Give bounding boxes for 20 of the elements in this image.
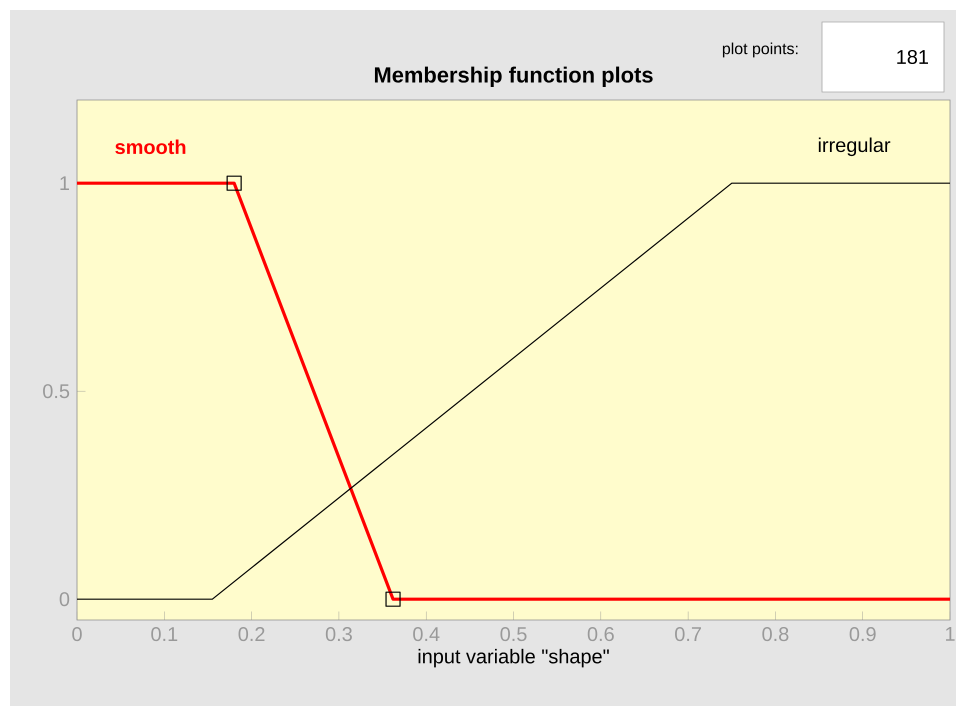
x-tick-label: 0.6	[588, 627, 614, 642]
x-tick-label: 0.9	[850, 627, 876, 642]
x-tick-label: 0.4	[413, 627, 440, 642]
x-tick-label: 0.1	[151, 627, 178, 642]
text: 181	[897, 50, 928, 64]
x-tick-label: 1	[946, 627, 955, 641]
y-tick-label: 1	[60, 176, 70, 190]
text: plot points:	[722, 42, 798, 58]
y-tick-label: 0.5	[43, 384, 70, 398]
series-label: irregular	[818, 138, 890, 156]
x-tick-label: 0.7	[675, 627, 701, 642]
y-tick-label: 0	[60, 592, 70, 606]
x-tick-label: 0.8	[762, 627, 788, 642]
x-tick-label: 0.2	[238, 627, 264, 642]
x-tick-label: 0.5	[500, 627, 527, 642]
series-label: smooth	[115, 139, 186, 154]
x-tick-label: 0	[72, 627, 82, 642]
chart-title: Membership function plots	[374, 66, 653, 87]
x-tick-label: 0.3	[326, 627, 352, 642]
x-axis-title: input variable "shape"	[418, 648, 609, 668]
